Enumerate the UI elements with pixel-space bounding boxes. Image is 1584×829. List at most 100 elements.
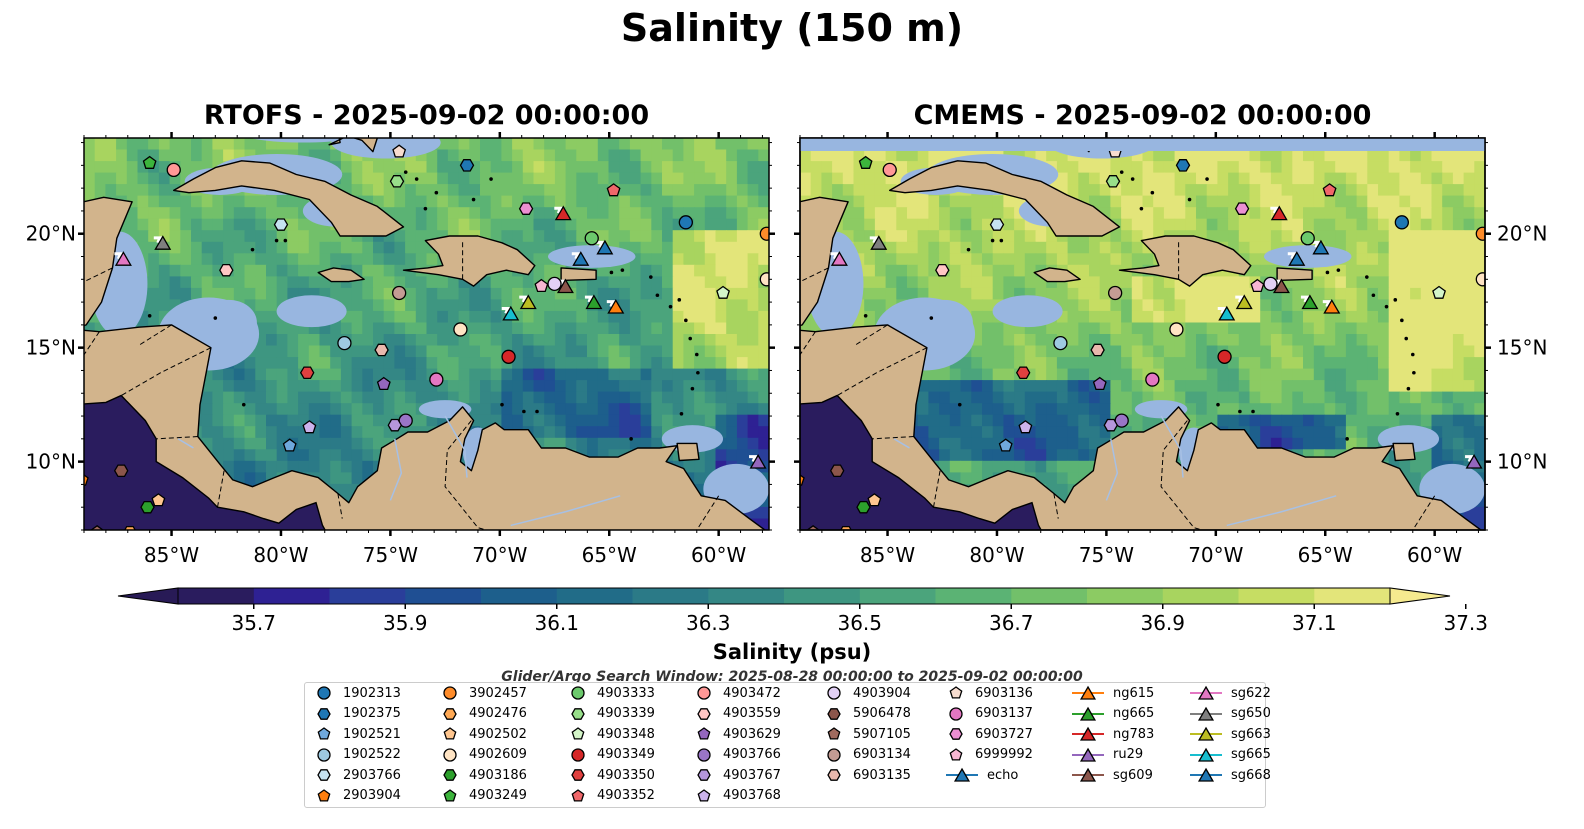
salinity-cell [1399, 299, 1411, 312]
glider-track [519, 295, 528, 303]
salinity-cell [148, 287, 160, 300]
salinity-cell [201, 391, 213, 404]
salinity-cell [1442, 299, 1454, 312]
salinity-cell [672, 276, 684, 289]
salinity-cell [1228, 172, 1240, 185]
profile-marker-6903135 [1090, 343, 1105, 357]
salinity-cell [608, 138, 620, 151]
salinity-cell [715, 403, 727, 416]
salinity-cell [362, 380, 374, 393]
salinity-cell [362, 322, 374, 335]
salinity-cell [683, 172, 695, 185]
salinity-cell [469, 391, 481, 404]
salinity-cell [1356, 299, 1368, 312]
salinity-cell [619, 138, 631, 151]
salinity-cell [1185, 334, 1197, 347]
salinity-cell [672, 264, 684, 277]
salinity-cell [255, 391, 267, 404]
salinity-cell [992, 264, 1004, 277]
salinity-cell [458, 299, 470, 312]
salinity-cell [276, 426, 288, 439]
salinity-cell [233, 207, 246, 220]
salinity-cell [1452, 345, 1465, 358]
salinity-cell [148, 241, 160, 254]
salinity-cell [1014, 322, 1026, 335]
salinity-cell [597, 230, 610, 243]
salinity-cell [1292, 345, 1304, 358]
salinity-cell [1089, 287, 1101, 300]
salinity-cell [373, 184, 385, 197]
island [1119, 170, 1124, 174]
salinity-cell [1003, 218, 1015, 231]
salinity-cell [758, 322, 769, 335]
salinity-cell [223, 241, 235, 254]
salinity-cell [94, 138, 106, 151]
salinity-cell [1131, 195, 1144, 208]
salinity-cell [1099, 172, 1111, 185]
salinity-cell [415, 334, 428, 347]
salinity-cell [640, 207, 652, 220]
salinity-cell [276, 449, 288, 462]
salinity-cell [1281, 172, 1293, 185]
island [500, 402, 504, 407]
salinity-cell [1067, 368, 1079, 381]
salinity-cell [608, 207, 620, 220]
salinity-cell [1099, 161, 1111, 174]
salinity-cell [1238, 391, 1251, 404]
legend-item-4903768: 4903768 [693, 787, 781, 805]
salinity-cell [672, 184, 684, 197]
salinity-cell [266, 230, 278, 243]
salinity-cell [330, 449, 342, 462]
legend-item-1902522: 1902522 [313, 746, 401, 764]
salinity-cell [640, 161, 652, 174]
salinity-cell [885, 172, 897, 185]
salinity-cell [576, 310, 588, 323]
salinity-cell [394, 403, 406, 416]
salinity-cell [982, 391, 994, 404]
legend-label: ng783 [1113, 726, 1155, 742]
salinity-cell [704, 299, 717, 312]
salinity-cell [266, 391, 278, 404]
legend-shape [317, 788, 331, 802]
salinity-cell [255, 460, 267, 473]
salinity-cell [351, 334, 363, 347]
legend-shape [949, 728, 963, 740]
profile-marker-4902609b [453, 322, 468, 337]
salinity-cell [619, 264, 631, 277]
salinity-cell [982, 380, 994, 393]
salinity-cell [1442, 345, 1454, 358]
salinity-cell [533, 403, 545, 416]
salinity-cell [362, 161, 374, 174]
salinity-cell [853, 161, 865, 174]
glider-marker-sg609 [556, 278, 574, 294]
salinity-cell [469, 380, 481, 393]
salinity-cell [1410, 391, 1422, 404]
salinity-cell [1367, 299, 1379, 312]
salinity-cell [1303, 357, 1315, 370]
salinity-cell [597, 310, 610, 323]
salinity-cell [597, 195, 610, 208]
salinity-cell [1388, 195, 1400, 208]
salinity-cell [1228, 414, 1240, 427]
salinity-cell [885, 218, 897, 231]
salinity-cell [576, 218, 588, 231]
salinity-cell [415, 287, 428, 300]
salinity-cell [490, 138, 502, 151]
salinity-cell [704, 322, 717, 335]
salinity-cell [736, 368, 749, 381]
salinity-cell [1003, 426, 1015, 439]
profile-marker-2903766 [273, 218, 289, 231]
salinity-cell [1463, 184, 1475, 197]
salinity-cell [1089, 241, 1101, 254]
salinity-cell [330, 414, 342, 427]
salinity-cell [212, 437, 224, 450]
salinity-cell [971, 403, 983, 416]
salinity-cell [917, 414, 929, 427]
glider-marker-sg665 [502, 305, 520, 321]
salinity-cell [971, 195, 983, 208]
salinity-cell [715, 357, 727, 370]
salinity-cell [1420, 264, 1433, 277]
salinity-cell [137, 207, 149, 220]
salinity-cell [533, 253, 545, 266]
salinity-cell [1099, 207, 1111, 220]
